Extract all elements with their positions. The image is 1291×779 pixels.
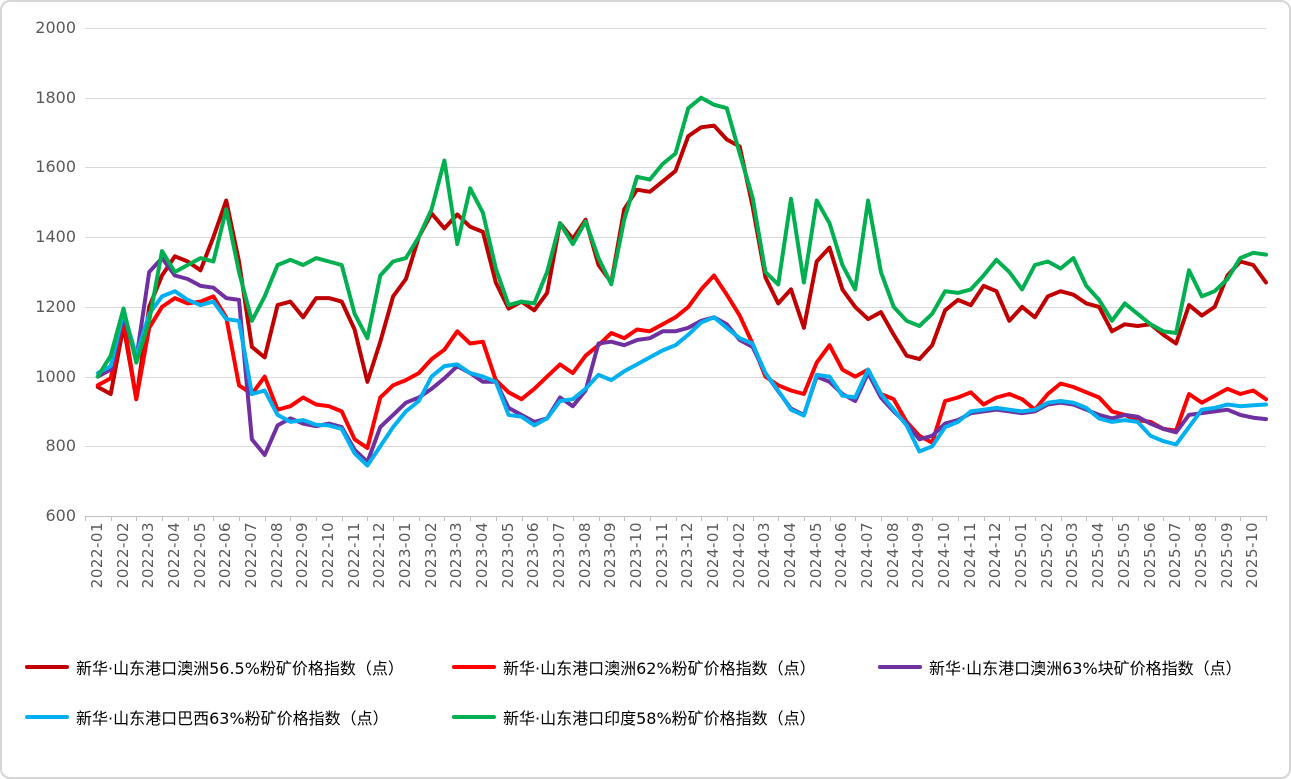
- x-axis-tick: [213, 516, 215, 521]
- x-axis-tick: [1163, 516, 1165, 521]
- x-axis-tick: [239, 516, 240, 521]
- legend-item-au565: 新华·山东港口澳洲56.5%粉矿价格指数（点）: [25, 656, 404, 678]
- x-axis-tick: [444, 516, 446, 521]
- x-axis-tick: [367, 516, 369, 521]
- legend-line-marker-au62: [452, 664, 496, 670]
- x-axis-tick: [983, 516, 985, 521]
- legend-line-marker-br63: [25, 714, 69, 720]
- x-axis-tick: [136, 516, 138, 521]
- gridline-1800: [85, 97, 1266, 99]
- x-axis-tick: [85, 516, 86, 521]
- y-tick-label-1200: 1200: [35, 296, 76, 316]
- x-axis-tick: [803, 516, 805, 521]
- x-axis-tick: [1009, 516, 1011, 521]
- x-axis-tick: [778, 516, 780, 521]
- x-axis-tick: [1189, 516, 1190, 521]
- x-axis-tick: [624, 516, 626, 521]
- x-axis-tick: [1112, 516, 1113, 521]
- x-axis-tick: [598, 516, 600, 521]
- x-axis-tick: [162, 516, 163, 521]
- legend-label-in58: 新华·山东港口印度58%粉矿价格指数（点）: [503, 709, 816, 728]
- x-axis-tick: [906, 516, 908, 521]
- series-line-au565: [95, 123, 1268, 402]
- x-axis-tick: [880, 516, 882, 521]
- gridline-1200: [85, 306, 1266, 308]
- y-tick-label-1800: 1800: [35, 87, 76, 107]
- x-axis-tick: [264, 516, 266, 521]
- x-axis-tick: [1240, 516, 1242, 521]
- x-axis-tick: [521, 516, 523, 521]
- x-axis-tick: [932, 516, 934, 521]
- legend-label-au565: 新华·山东港口澳洲56.5%粉矿价格指数（点）: [76, 659, 404, 678]
- x-axis-tick: [1266, 516, 1267, 521]
- x-axis-tick: [957, 516, 959, 521]
- x-axis-tick: [701, 516, 703, 521]
- x-axis-tick: [675, 516, 677, 521]
- x-axis-tick: [495, 516, 497, 521]
- series-line-br63: [95, 289, 1268, 468]
- series-line-in58: [95, 95, 1268, 379]
- x-axis-tick: [341, 516, 343, 521]
- legend-line-marker-in58: [452, 714, 496, 720]
- legend-item-in58: 新华·山东港口印度58%粉矿价格指数（点）: [452, 706, 816, 728]
- gridline-2000: [85, 28, 1266, 29]
- x-axis-tick: [393, 516, 395, 521]
- x-axis-tick: [110, 516, 112, 521]
- legend-label-au62: 新华·山东港口澳洲62%粉矿价格指数（点）: [503, 659, 816, 678]
- x-axis-tick: [1060, 516, 1062, 521]
- x-axis-tick: [1086, 516, 1088, 521]
- x-axis-tick: [316, 516, 318, 521]
- legend-line-marker-au565: [25, 664, 69, 670]
- gridline-1400: [85, 237, 1266, 239]
- x-axis-tick: [187, 516, 189, 521]
- x-axis-tick: [572, 516, 574, 521]
- legend-label-au63lump: 新华·山东港口澳洲63%块矿价格指数（点）: [929, 659, 1242, 678]
- x-axis-tick: [1137, 516, 1139, 521]
- x-axis-tick: [649, 516, 651, 521]
- x-axis-tick: [290, 516, 292, 521]
- x-axis-tick: [1034, 516, 1036, 521]
- x-axis-tick: [726, 516, 728, 521]
- x-axis-tick: [1214, 516, 1216, 521]
- chart-legend: 新华·山东港口澳洲56.5%粉矿价格指数（点） 新华·山东港口澳洲62%粉矿价格指…: [0, 640, 1291, 760]
- x-axis-tick: [418, 516, 420, 521]
- y-tick-label-1000: 1000: [35, 366, 76, 386]
- legend-item-br63: 新华·山东港口巴西63%粉矿价格指数（点）: [25, 706, 389, 728]
- gridline-800: [85, 446, 1266, 448]
- legend-item-au63lump: 新华·山东港口澳洲63%块矿价格指数（点）: [878, 656, 1242, 678]
- legend-label-br63: 新华·山东港口巴西63%粉矿价格指数（点）: [76, 709, 389, 728]
- x-axis-tick: [829, 516, 831, 521]
- series-line-au62: [95, 273, 1268, 450]
- y-tick-label-1400: 1400: [35, 227, 76, 247]
- legend-line-marker-au63lump: [878, 664, 922, 670]
- y-tick-label-600: 600: [45, 506, 76, 525]
- legend-item-au62: 新华·山东港口澳洲62%粉矿价格指数（点）: [452, 656, 816, 678]
- x-axis-tick: [547, 516, 549, 521]
- y-tick-label-2000: 2000: [35, 18, 76, 37]
- x-axis-tick: [752, 516, 754, 521]
- y-tick-label-800: 800: [45, 436, 76, 456]
- y-tick-label-1600: 1600: [35, 157, 76, 177]
- x-axis-tick: [470, 516, 472, 521]
- x-axis-tick: [855, 516, 857, 521]
- gridline-1000: [85, 376, 1266, 378]
